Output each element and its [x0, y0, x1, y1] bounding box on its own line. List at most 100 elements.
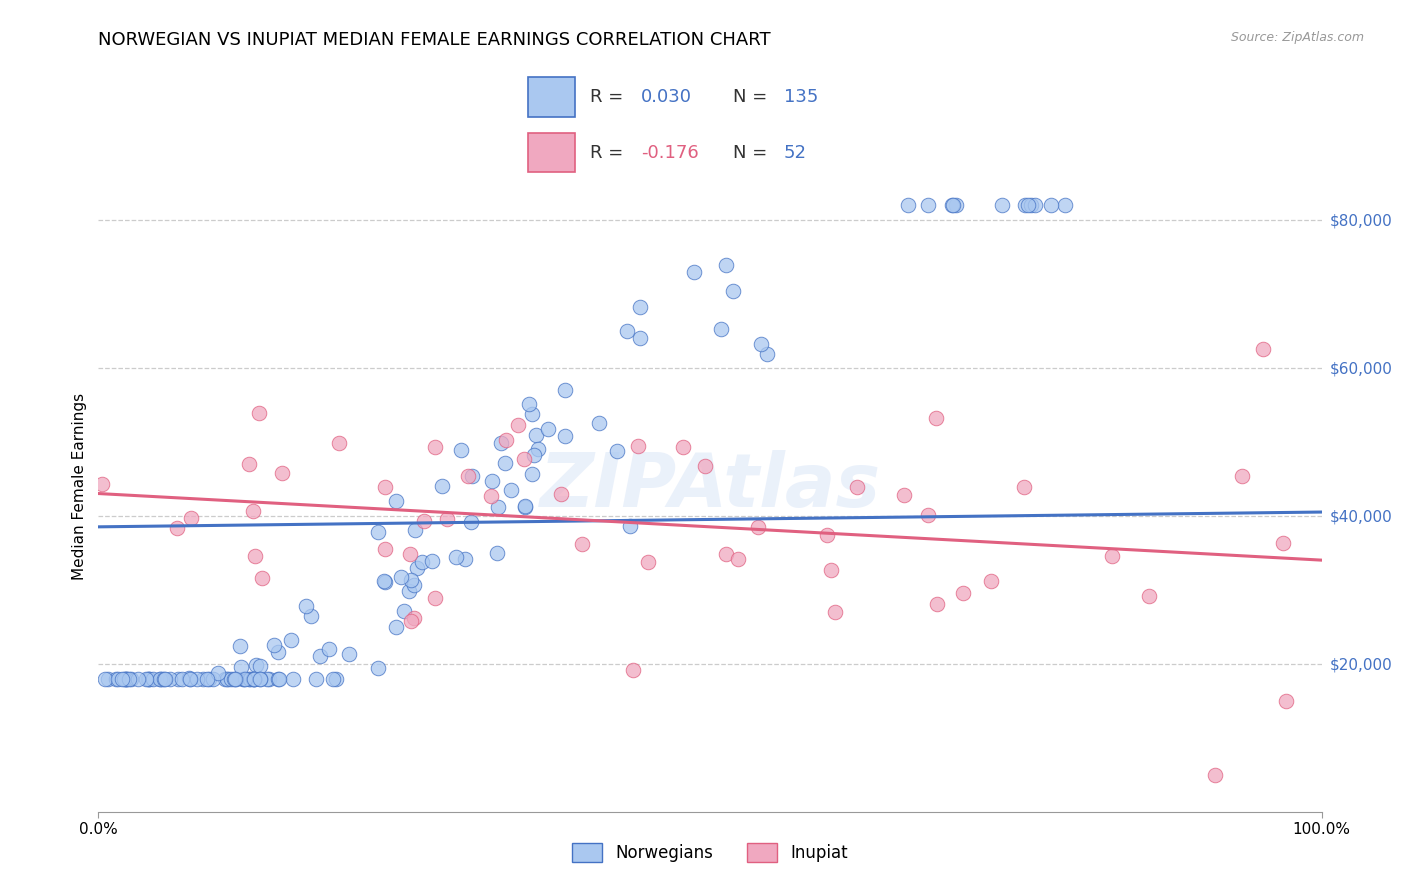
- Point: [621, 663, 644, 677]
- Point: [527, 442, 550, 456]
- Point: [925, 410, 948, 425]
- Point: [281, 672, 304, 686]
- Point: [97, 672, 120, 686]
- Point: [299, 608, 322, 623]
- Point: [893, 488, 915, 502]
- Point: [432, 479, 454, 493]
- Point: [494, 456, 516, 470]
- Point: [495, 433, 517, 447]
- Point: [267, 645, 290, 659]
- Point: [118, 672, 141, 686]
- Point: [523, 448, 546, 462]
- Point: [1024, 198, 1046, 212]
- Text: Source: ZipAtlas.com: Source: ZipAtlas.com: [1230, 31, 1364, 45]
- Point: [214, 672, 236, 686]
- Point: [201, 672, 224, 686]
- Point: [271, 466, 294, 480]
- Point: [398, 583, 420, 598]
- Point: [501, 483, 523, 498]
- Point: [242, 504, 264, 518]
- Point: [1204, 768, 1226, 782]
- Point: [179, 671, 201, 685]
- Point: [606, 444, 628, 458]
- Point: [917, 508, 939, 523]
- FancyBboxPatch shape: [527, 78, 575, 117]
- Point: [1137, 589, 1160, 603]
- Point: [399, 614, 422, 628]
- Point: [716, 259, 738, 273]
- Point: [571, 537, 593, 551]
- Point: [219, 672, 242, 686]
- Point: [167, 672, 190, 686]
- Point: [481, 474, 503, 488]
- Point: [941, 198, 963, 212]
- Point: [245, 549, 267, 564]
- Point: [506, 418, 529, 433]
- Point: [716, 547, 738, 561]
- Point: [628, 300, 651, 314]
- Point: [155, 672, 177, 686]
- Point: [112, 672, 135, 686]
- Text: ZIPAtlas: ZIPAtlas: [540, 450, 880, 523]
- Point: [479, 489, 502, 503]
- Point: [374, 542, 396, 557]
- Point: [238, 672, 260, 686]
- Point: [325, 672, 347, 686]
- Point: [233, 672, 256, 686]
- Point: [942, 198, 965, 212]
- Point: [824, 605, 846, 619]
- Point: [256, 672, 278, 686]
- Point: [628, 330, 651, 344]
- Point: [166, 521, 188, 535]
- Point: [404, 523, 426, 537]
- Point: [846, 480, 869, 494]
- Point: [305, 672, 328, 686]
- Text: 135: 135: [783, 88, 818, 106]
- Point: [374, 480, 396, 494]
- Point: [114, 672, 136, 686]
- Point: [749, 337, 772, 351]
- Point: [1101, 549, 1123, 563]
- Point: [945, 198, 967, 212]
- Point: [104, 672, 127, 686]
- Point: [952, 586, 974, 600]
- FancyBboxPatch shape: [527, 133, 575, 172]
- Point: [374, 574, 396, 589]
- Point: [186, 672, 208, 686]
- Point: [710, 322, 733, 336]
- Point: [136, 672, 159, 686]
- Point: [111, 672, 134, 686]
- Point: [391, 570, 413, 584]
- Point: [138, 672, 160, 686]
- Point: [1275, 694, 1298, 708]
- Point: [138, 672, 160, 686]
- Point: [1253, 343, 1275, 357]
- Point: [217, 672, 239, 686]
- Point: [627, 439, 650, 453]
- Point: [1230, 469, 1253, 483]
- Point: [318, 642, 340, 657]
- Point: [135, 672, 157, 686]
- Point: [486, 500, 509, 515]
- Y-axis label: Median Female Earnings: Median Female Earnings: [72, 392, 87, 580]
- Legend: Norwegians, Inupiat: Norwegians, Inupiat: [565, 836, 855, 869]
- Point: [537, 422, 560, 436]
- Point: [616, 324, 638, 338]
- Point: [1272, 536, 1295, 550]
- Point: [170, 672, 193, 686]
- Point: [149, 672, 172, 686]
- Point: [249, 658, 271, 673]
- Point: [295, 599, 318, 613]
- Point: [153, 672, 176, 686]
- Point: [485, 546, 508, 560]
- Point: [1012, 480, 1035, 494]
- Text: 52: 52: [783, 144, 807, 161]
- Point: [672, 440, 695, 454]
- Point: [402, 610, 425, 624]
- Point: [149, 672, 172, 686]
- Point: [229, 659, 252, 673]
- Point: [257, 672, 280, 686]
- Text: 0.030: 0.030: [641, 88, 692, 106]
- Point: [820, 564, 842, 578]
- Point: [1054, 198, 1077, 212]
